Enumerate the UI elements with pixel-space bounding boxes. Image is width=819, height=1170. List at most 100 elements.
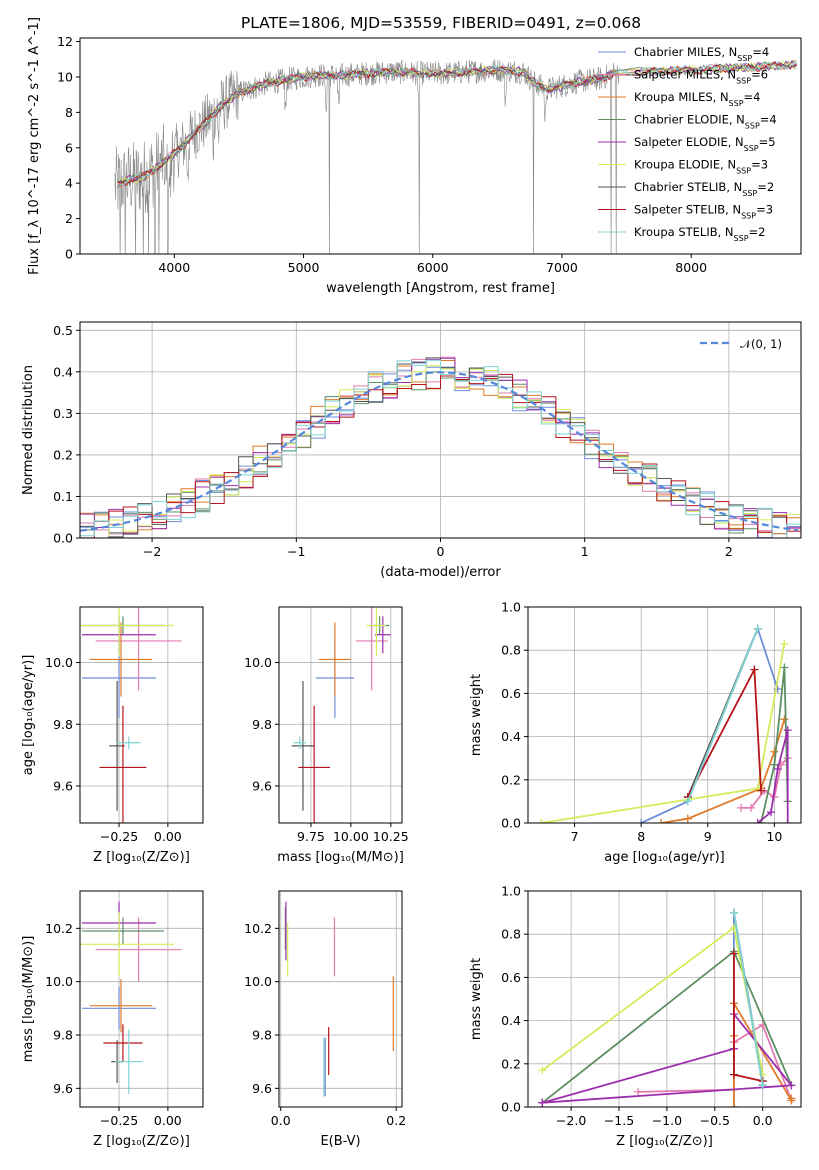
legend-entry: Chabrier STELIB, NSSP=2: [634, 180, 774, 198]
weight-marker: [758, 1081, 767, 1090]
y-tick-label: 10.0: [244, 655, 272, 670]
legend-entry: Kroupa MILES, NSSP=4: [634, 90, 760, 108]
y-tick-label: 0.5: [53, 323, 73, 338]
x-axis-label: Z [log₁₀(Z/Z⊙)]: [93, 850, 190, 865]
x-tick-label: 8000: [675, 260, 707, 275]
x-tick-label: −0.25: [100, 829, 138, 844]
x-tick-label: 4000: [158, 260, 190, 275]
y-tick-label: 0.3: [53, 406, 73, 421]
x-tick-label: 7: [571, 829, 579, 844]
x-axis-label: (data-model)/error: [380, 565, 501, 580]
normal-curve: [80, 371, 799, 532]
weight-line: [541, 643, 786, 823]
weight-marker: [683, 797, 692, 806]
plot-area: [291, 607, 391, 823]
weight-marker: [773, 685, 782, 694]
x-tick-label: 6000: [417, 260, 449, 275]
y-tick-label: 0.4: [501, 1013, 521, 1028]
plot-area: [538, 908, 796, 1107]
y-tick-label: 8: [65, 105, 73, 120]
weight-marker: [729, 1103, 738, 1107]
axes-frame: [278, 890, 403, 1108]
weight-marker: [783, 819, 792, 823]
weight-marker: [729, 1070, 738, 1079]
x-axis-label: E(B-V): [320, 1134, 360, 1149]
weight-line: [686, 628, 759, 802]
legend-entry: 𝒩(0, 1): [740, 337, 782, 351]
weight-marker: [729, 908, 738, 917]
x-tick-label: 7000: [546, 260, 578, 275]
y-tick-label: 1.0: [501, 600, 521, 615]
y-axis-label: mass weight: [469, 674, 484, 756]
x-tick-label: 0: [437, 544, 445, 559]
panel-age-vs-Z: −0.25 0.00 9.6 9.8 10.0 Z [log₁₀(Z/Z⊙)] age [l…: [21, 606, 204, 865]
y-tick-label: 10: [57, 69, 73, 84]
weight-line: [661, 719, 786, 823]
y-tick-label: 0.2: [53, 447, 73, 462]
plot-area: [80, 901, 182, 1094]
plot-area: [114, 59, 798, 254]
y-tick-label: 12: [57, 34, 73, 49]
x-axis-label: wavelength [Angstrom, rest frame]: [326, 281, 555, 296]
y-tick-label: 0.1: [53, 489, 73, 504]
x-tick-label: 2: [725, 544, 733, 559]
legend-entry: Salpeter STELIB, NSSP=3: [634, 203, 773, 221]
x-tick-label: −2: [143, 544, 161, 559]
y-axis-label: age [log₁₀(age/yr)]: [21, 655, 36, 776]
y-axis-label: mass [log₁₀(M/M⊙)]: [21, 936, 36, 1063]
panel-mass-weight-vs-Z: −2.0 −1.5 −1.0 −0.5 0.0 0.0 0.2 0.4 0.6 0.8 1.0 Z […: [469, 884, 802, 1149]
x-tick-label: −1: [287, 544, 305, 559]
panel-spectrum: 4000 5000 6000 7000 8000 0 2 4 6 8 10 12 wavelength …: [27, 17, 802, 296]
x-tick-label: −0.25: [100, 1113, 138, 1128]
y-tick-label: 0.6: [501, 970, 521, 985]
axes-frame: [527, 890, 802, 1108]
panel-mass-weight-vs-age: 7 8 9 10 0.0 0.2 0.4 0.6 0.8 1.0 age [log₁₀(age/yr…: [469, 600, 802, 865]
legend-entry: Chabrier ELODIE, NSSP=4: [634, 113, 777, 131]
model-line: [117, 61, 797, 187]
weight-marker: [780, 639, 789, 648]
y-tick-label: 0.8: [501, 643, 521, 658]
y-tick-label: 0.4: [501, 729, 521, 744]
weight-marker: [770, 747, 779, 756]
weight-marker: [787, 1081, 796, 1090]
panel-mass-vs-EBV: 0.0 0.2 9.6 9.8 10.0 10.2 E(B-V): [244, 890, 406, 1149]
weight-line: [733, 912, 764, 1086]
y-tick-label: 9.6: [252, 778, 272, 793]
x-axis-label: Z [log₁₀(Z/Z⊙)]: [616, 1134, 713, 1149]
y-tick-label: 0.0: [501, 1100, 521, 1115]
y-axis-label: Flux [f_λ 10^-17 erg cm^-2 s^-1 A^-1]: [27, 17, 42, 275]
axes-frame: [79, 890, 204, 1108]
axes-frame: [278, 606, 403, 824]
legend-entry: Kroupa STELIB, NSSP=2: [634, 225, 765, 243]
weight-marker: [770, 760, 779, 769]
x-tick-label: 8: [637, 829, 645, 844]
y-tick-label: 10.0: [244, 974, 272, 989]
y-tick-label: 4: [65, 176, 73, 191]
x-tick-label: 0.0: [271, 1113, 291, 1128]
weight-marker: [737, 803, 746, 812]
legend-entry: Chabrier MILES, NSSP=4: [634, 45, 769, 63]
chart-title: PLATE=1806, MJD=53559, FIBERID=0491, z=0…: [241, 14, 641, 32]
model-line: [117, 60, 797, 188]
x-tick-label: 0.00: [154, 829, 182, 844]
x-tick-label: 0.0: [753, 1113, 773, 1128]
weight-marker: [780, 663, 789, 672]
weight-marker: [773, 765, 782, 773]
y-axis-label: Normed distribution: [21, 365, 36, 495]
weight-marker: [637, 819, 646, 823]
panel-residuals: −2 −1 0 1 2 0.0 0.1 0.2 0.3 0.4 0.5 (data-model)/er…: [21, 321, 802, 580]
y-tick-label: 0.0: [53, 531, 73, 546]
weight-marker: [538, 1066, 547, 1075]
plot-area: [284, 901, 394, 1097]
y-axis-label: mass weight: [469, 958, 484, 1040]
x-tick-label: 0.00: [154, 1113, 182, 1128]
axes-frame: [79, 37, 802, 255]
y-tick-label: 0.2: [501, 1056, 521, 1071]
y-tick-label: 2: [65, 211, 73, 226]
x-tick-label: 9.75: [297, 829, 325, 844]
plot-area: [80, 607, 182, 823]
weight-marker: [750, 665, 759, 674]
legend-entry: Salpeter MILES, NSSP=6: [634, 68, 768, 86]
y-tick-label: 9.8: [53, 717, 73, 732]
y-tick-label: 9.8: [53, 1028, 73, 1043]
